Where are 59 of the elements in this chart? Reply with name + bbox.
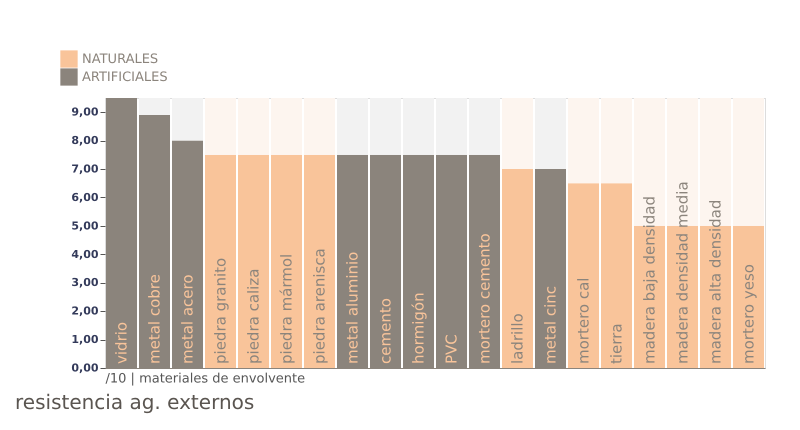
y-tick-label: 1,00 <box>71 333 99 346</box>
bar <box>600 98 632 184</box>
y-tick-label: 5,00 <box>71 219 99 232</box>
x-tick-label: tierra <box>608 323 626 364</box>
y-tick-label: 4,00 <box>71 248 99 261</box>
y-tick-label: 2,00 <box>71 304 99 318</box>
bar <box>270 98 302 155</box>
x-axis-title: /10 | materiales de envolvente <box>106 372 306 386</box>
bar <box>304 98 336 155</box>
y-tick-label: 9,00 <box>71 106 99 119</box>
x-tick-label: metal aluminio <box>344 252 362 364</box>
bar <box>568 183 600 368</box>
x-tick-label: madera alta densidad <box>706 200 724 364</box>
bar <box>502 169 534 368</box>
bar <box>502 98 534 170</box>
bar <box>138 98 170 116</box>
bar <box>732 226 764 368</box>
y-tick-label: 0,00 <box>71 362 99 374</box>
bar <box>270 154 302 368</box>
x-tick-label: PVC <box>442 334 460 364</box>
text: resistencia ag. externos <box>15 390 254 414</box>
y-tick-label: 3,00 <box>71 276 99 290</box>
x-tick-label: metal cinc <box>542 286 560 364</box>
y-tick-label: 7,00 <box>71 162 99 176</box>
x-tick-label: cemento <box>376 298 394 364</box>
bar <box>568 98 600 184</box>
x-tick-label: piedra granito <box>212 258 230 364</box>
bar <box>204 98 236 155</box>
y-tick-label: 6,00 <box>71 190 99 204</box>
bar <box>172 98 204 141</box>
bar <box>600 183 632 368</box>
x-tick-label: ladrillo <box>508 313 526 364</box>
bar <box>370 98 402 155</box>
bar <box>238 154 270 368</box>
x-tick-label: mortero cal <box>574 278 592 364</box>
y-tick-label: 8,00 <box>71 134 99 148</box>
x-tick-label: metal cobre <box>146 274 164 364</box>
x-tick-label: piedra caliza <box>244 268 262 364</box>
legend-label: ARTIFICIALES <box>82 70 168 85</box>
x-tick-label: vidrio <box>112 322 130 364</box>
legend-label: NATURALES <box>82 52 158 67</box>
x-tick-label: hormigón <box>410 292 428 364</box>
bar <box>468 98 500 155</box>
bar <box>534 98 566 170</box>
x-tick-label: piedra mármol <box>278 254 296 364</box>
x-tick-label: piedra arenisca <box>310 248 328 364</box>
x-tick-label: mortero yeso <box>740 264 758 364</box>
x-tick-label: madera baja densidad <box>640 196 658 364</box>
x-tick-label: mortero cemento <box>476 233 494 364</box>
x-tick-label: metal acero <box>178 274 196 364</box>
bar <box>204 154 236 368</box>
bar <box>336 98 368 155</box>
bar <box>732 98 764 226</box>
bar <box>402 98 434 155</box>
bar <box>238 98 270 155</box>
bar <box>304 154 336 368</box>
bar <box>666 98 698 226</box>
x-tick-label: madera densidad media <box>674 181 692 364</box>
bar <box>436 98 468 155</box>
